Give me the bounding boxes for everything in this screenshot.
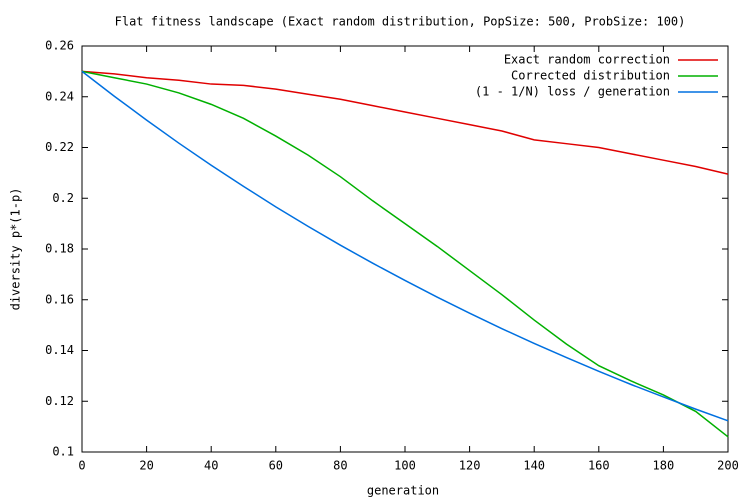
chart-title: Flat fitness landscape (Exact random dis…	[115, 15, 686, 29]
y-tick-label: 0.24	[45, 89, 74, 103]
x-tick-label: 20	[139, 459, 153, 473]
x-tick-label: 80	[333, 459, 347, 473]
x-tick-label: 140	[523, 459, 545, 473]
y-tick-label: 0.22	[45, 140, 74, 154]
x-tick-label: 160	[588, 459, 610, 473]
y-tick-label: 0.18	[45, 242, 74, 256]
series-line	[81, 70, 729, 175]
y-axis-label: diversity p*(1-p)	[9, 188, 23, 311]
x-tick-label: 100	[394, 459, 416, 473]
series-line	[81, 70, 729, 438]
x-tick-label: 60	[269, 459, 283, 473]
y-tick-label: 0.1	[52, 445, 74, 459]
series-line	[81, 70, 729, 422]
legend-label: Corrected distribution	[511, 69, 670, 83]
x-tick-label: 120	[459, 459, 481, 473]
legend-label: (1 - 1/N) loss / generation	[475, 85, 670, 99]
x-tick-label: 40	[204, 459, 218, 473]
y-tick-label: 0.14	[45, 343, 74, 357]
y-tick-label: 0.16	[45, 292, 74, 306]
x-tick-label: 0	[78, 459, 85, 473]
y-tick-label: 0.2	[52, 191, 74, 205]
x-tick-label: 180	[653, 459, 675, 473]
x-axis-label: generation	[367, 484, 439, 498]
legend-label: Exact random correction	[504, 53, 670, 67]
plot-border	[81, 45, 729, 453]
x-tick-label: 200	[717, 459, 739, 473]
y-tick-label: 0.26	[45, 39, 74, 53]
y-tick-label: 0.12	[45, 394, 74, 408]
